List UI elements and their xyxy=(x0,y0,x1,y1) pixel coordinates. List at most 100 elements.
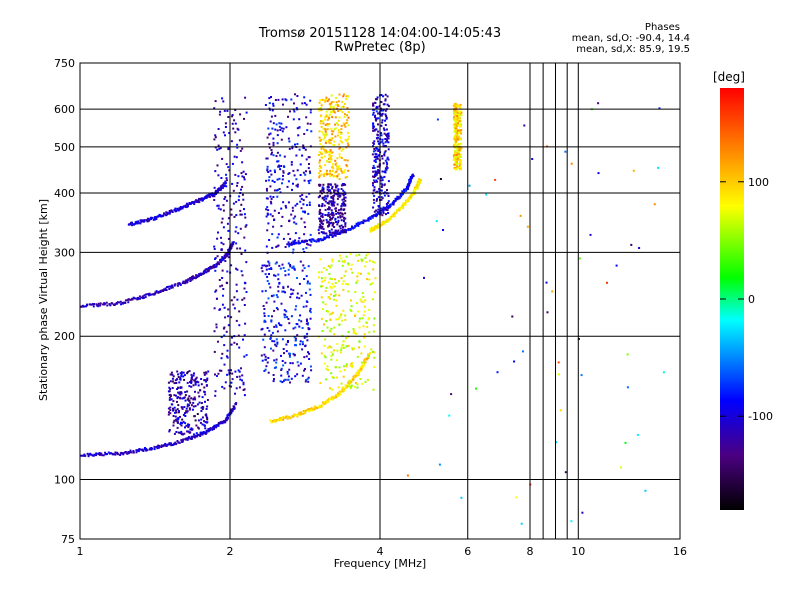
cluster-point xyxy=(328,221,330,224)
trace-point xyxy=(355,372,358,375)
cluster-point xyxy=(331,260,334,263)
cluster-point xyxy=(268,146,271,149)
cluster-point xyxy=(168,398,171,401)
trace-point xyxy=(344,387,347,390)
cluster-point xyxy=(227,116,230,118)
cluster-point xyxy=(344,231,347,234)
cluster-point xyxy=(296,202,299,205)
noise-point xyxy=(546,311,549,314)
cluster-point xyxy=(325,378,328,381)
cluster-point xyxy=(309,172,312,175)
trace-point xyxy=(166,285,169,288)
cluster-point xyxy=(322,132,325,135)
cluster-point xyxy=(301,343,304,346)
cluster-point xyxy=(282,290,285,293)
cluster-point xyxy=(376,157,379,160)
cluster-point xyxy=(376,137,379,140)
cluster-point xyxy=(296,169,299,172)
cluster-point xyxy=(301,154,304,157)
cluster-point xyxy=(206,418,209,421)
cluster-point xyxy=(318,167,321,170)
cluster-point xyxy=(457,124,460,127)
trace-point xyxy=(396,197,399,200)
trace-point xyxy=(186,281,189,283)
cluster-point xyxy=(334,189,337,192)
cluster-point xyxy=(173,432,176,435)
cluster-point xyxy=(337,195,340,198)
cluster-point xyxy=(278,281,281,284)
x-tick-label: 2 xyxy=(227,545,234,558)
trace-point xyxy=(401,205,404,208)
cluster-point xyxy=(224,126,227,128)
cluster-point xyxy=(381,121,384,124)
cluster-point xyxy=(190,385,193,388)
trace-point xyxy=(359,370,362,373)
cluster-point xyxy=(214,394,217,397)
cluster-point xyxy=(331,282,334,285)
cluster-point xyxy=(287,173,290,175)
cluster-point xyxy=(176,397,179,400)
cluster-point xyxy=(347,263,350,266)
trace-point xyxy=(313,408,316,411)
cluster-point xyxy=(336,157,339,160)
cluster-point xyxy=(235,226,238,229)
noise-point xyxy=(526,225,529,228)
cluster-point xyxy=(381,176,384,179)
trace-point xyxy=(137,221,140,224)
cluster-point xyxy=(355,281,358,284)
cluster-point xyxy=(191,428,194,431)
cluster-point xyxy=(213,330,216,333)
trace-point xyxy=(92,303,94,306)
noise-point xyxy=(494,178,497,181)
trace-point xyxy=(347,381,350,384)
cluster-point xyxy=(270,267,273,270)
cluster-point xyxy=(455,154,458,156)
cluster-point xyxy=(386,167,389,169)
cluster-point xyxy=(303,102,306,105)
noise-point xyxy=(513,360,516,363)
cluster-point xyxy=(280,374,283,377)
cluster-point xyxy=(295,184,298,187)
cluster-point xyxy=(361,317,364,320)
cluster-point xyxy=(284,246,287,248)
cluster-point xyxy=(362,314,365,317)
cluster-point xyxy=(227,308,230,311)
trace-point xyxy=(340,390,343,393)
trace-point xyxy=(111,302,114,305)
trace-point xyxy=(92,305,95,308)
cluster-point xyxy=(317,196,320,199)
cluster-point xyxy=(332,175,335,178)
cluster-point xyxy=(381,197,384,200)
cluster-point xyxy=(270,347,272,350)
trace-point xyxy=(202,198,205,200)
cluster-point xyxy=(283,155,286,158)
trace-point xyxy=(328,234,331,236)
cluster-point xyxy=(323,173,326,176)
trace-point xyxy=(405,189,408,192)
cluster-point xyxy=(339,351,342,354)
cluster-point xyxy=(334,366,337,368)
trace-point xyxy=(98,452,101,454)
cluster-point xyxy=(190,373,193,376)
cluster-point xyxy=(179,432,182,435)
cluster-point xyxy=(275,345,278,348)
cluster-point xyxy=(327,211,330,214)
cluster-point xyxy=(323,149,326,152)
cluster-point xyxy=(345,121,348,124)
trace-point xyxy=(139,297,141,300)
cluster-point xyxy=(341,111,344,114)
trace-point xyxy=(375,225,377,227)
cluster-point xyxy=(218,369,221,372)
trace-point xyxy=(203,269,206,272)
cluster-point xyxy=(292,289,295,292)
trace-point xyxy=(398,208,401,211)
cluster-point xyxy=(174,415,177,418)
cluster-point xyxy=(338,231,341,234)
cluster-point xyxy=(270,153,273,156)
cluster-point xyxy=(459,129,462,132)
cluster-point xyxy=(289,381,291,384)
cluster-point xyxy=(220,241,223,244)
cluster-point xyxy=(214,390,217,393)
cluster-point xyxy=(294,204,297,207)
cluster-point xyxy=(331,196,334,199)
